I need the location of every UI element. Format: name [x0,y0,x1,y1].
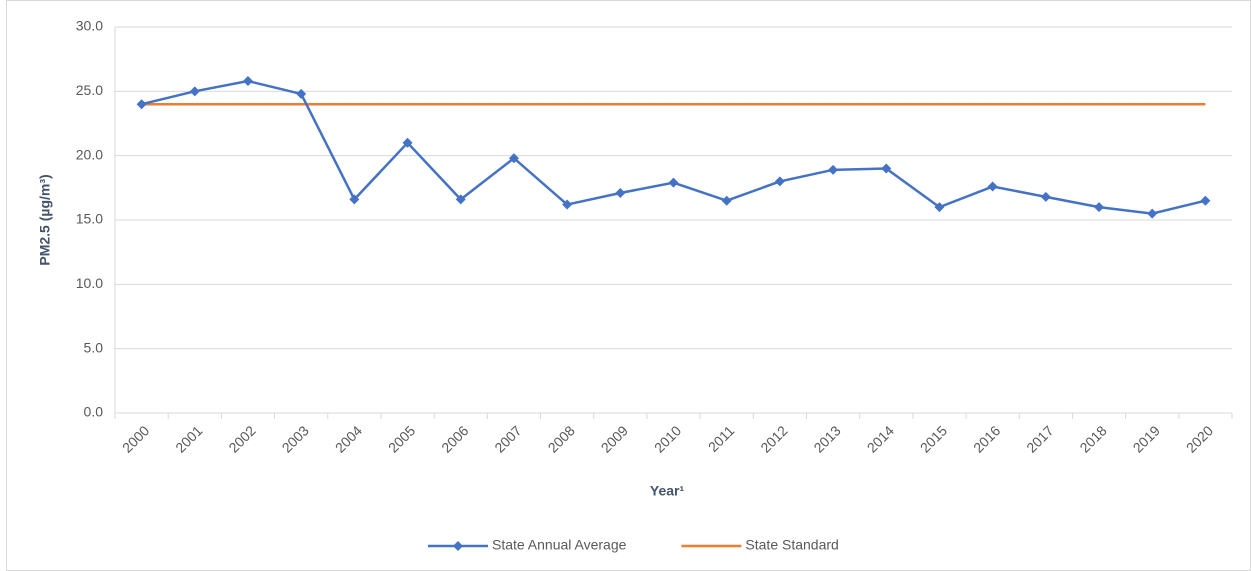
data-marker [1200,195,1211,206]
x-tick-label: 2014 [864,422,897,455]
x-tick-label: 2008 [545,422,578,455]
data-marker [774,176,785,187]
y-tick-label: 0.0 [84,404,104,420]
data-marker [828,164,839,175]
x-tick-label: 2007 [491,422,524,455]
y-tick-label: 15.0 [76,211,103,227]
x-tick-label: 2020 [1183,422,1216,455]
data-marker [987,181,998,192]
x-axis-title: Year¹ [650,483,685,499]
y-tick-label: 10.0 [76,275,103,291]
y-tick-label: 20.0 [76,146,103,162]
data-marker [242,76,253,87]
x-tick-label: 2006 [438,422,471,455]
data-marker [562,199,573,210]
data-marker [349,194,360,205]
x-tick-label: 2003 [279,422,312,455]
x-tick-label: 2012 [757,422,790,455]
data-marker [934,202,945,213]
data-marker [668,177,679,188]
x-tick-label: 2016 [970,422,1003,455]
data-marker [615,187,626,198]
x-tick-label: 2018 [1076,422,1109,455]
x-tick-label: 2002 [225,422,258,455]
legend-label: State Annual Average [492,537,627,553]
data-marker [402,137,413,148]
y-tick-label: 25.0 [76,82,103,98]
x-tick-label: 2009 [598,422,631,455]
legend-marker [453,541,463,551]
x-tick-label: 2011 [705,422,738,455]
data-marker [1147,208,1158,219]
x-tick-label: 2019 [1130,422,1163,455]
x-tick-label: 2005 [385,422,418,455]
x-tick-label: 2010 [651,422,684,455]
data-marker [881,163,892,174]
data-marker [721,195,732,206]
x-tick-label: 2001 [172,422,205,455]
x-tick-label: 2004 [332,422,365,455]
y-axis-title: PM2.5 (µg/m³) [37,174,53,265]
data-marker [1094,202,1105,213]
x-tick-label: 2013 [810,422,843,455]
x-tick-label: 2015 [917,422,950,455]
data-marker [455,194,466,205]
x-tick-label: 2000 [119,422,152,455]
data-marker [1040,191,1051,202]
data-marker [136,99,147,110]
x-tick-label: 2017 [1023,422,1056,455]
y-tick-label: 5.0 [84,339,104,355]
y-tick-label: 30.0 [76,18,103,34]
legend-label: State Standard [745,537,838,553]
data-marker [508,153,519,164]
data-marker [296,88,307,99]
chart-border [6,0,1251,571]
data-marker [189,86,200,97]
